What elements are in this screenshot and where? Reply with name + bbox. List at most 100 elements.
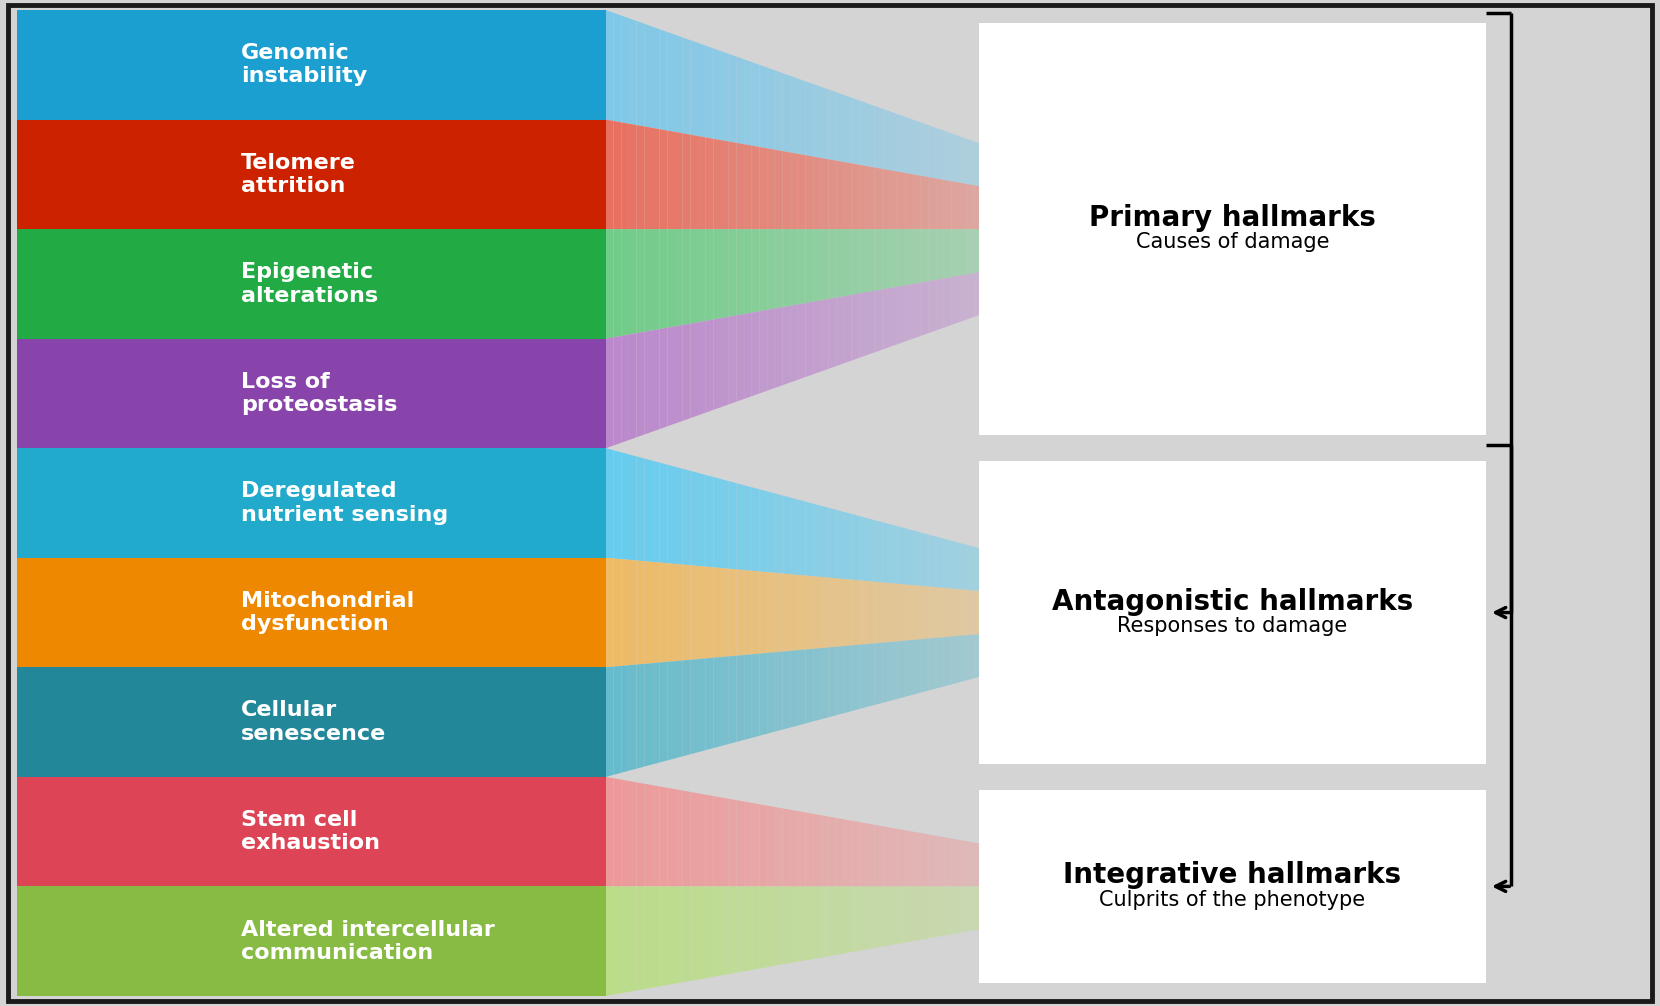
Polygon shape — [1197, 614, 1205, 619]
Polygon shape — [936, 128, 943, 180]
Polygon shape — [1074, 573, 1082, 601]
Polygon shape — [1197, 225, 1205, 229]
Polygon shape — [959, 275, 966, 322]
Polygon shape — [798, 811, 805, 886]
Polygon shape — [1089, 229, 1097, 253]
Polygon shape — [775, 572, 782, 652]
Polygon shape — [706, 886, 714, 978]
Polygon shape — [699, 886, 706, 980]
Polygon shape — [1082, 253, 1089, 279]
Polygon shape — [767, 229, 775, 310]
Polygon shape — [951, 838, 959, 886]
Polygon shape — [644, 784, 652, 886]
Polygon shape — [1028, 561, 1036, 597]
Polygon shape — [860, 580, 867, 645]
Polygon shape — [720, 317, 729, 407]
Polygon shape — [936, 588, 943, 638]
Polygon shape — [883, 288, 890, 350]
Polygon shape — [637, 229, 644, 333]
Polygon shape — [790, 153, 798, 229]
Polygon shape — [682, 134, 691, 229]
Polygon shape — [614, 121, 621, 229]
Polygon shape — [1044, 886, 1051, 917]
Polygon shape — [989, 188, 998, 229]
Polygon shape — [1097, 623, 1106, 646]
Polygon shape — [706, 320, 714, 412]
Polygon shape — [767, 309, 775, 390]
Polygon shape — [1120, 604, 1129, 622]
Polygon shape — [1074, 229, 1082, 256]
Polygon shape — [637, 332, 644, 438]
Polygon shape — [1106, 229, 1112, 249]
Polygon shape — [760, 886, 767, 969]
Polygon shape — [936, 178, 943, 229]
Polygon shape — [1120, 585, 1129, 605]
Polygon shape — [813, 504, 822, 576]
Polygon shape — [667, 32, 676, 132]
Polygon shape — [1004, 267, 1013, 306]
Polygon shape — [644, 561, 652, 664]
Polygon shape — [606, 337, 614, 449]
Polygon shape — [1212, 613, 1220, 615]
Polygon shape — [644, 331, 652, 435]
Polygon shape — [614, 451, 621, 559]
Text: Genomic
instability: Genomic instability — [241, 43, 367, 87]
Polygon shape — [822, 648, 828, 719]
Polygon shape — [744, 802, 752, 886]
Polygon shape — [699, 566, 706, 659]
Polygon shape — [682, 886, 691, 982]
Polygon shape — [1159, 875, 1167, 886]
Polygon shape — [1036, 196, 1044, 229]
Polygon shape — [852, 163, 860, 229]
Polygon shape — [767, 572, 775, 653]
Polygon shape — [890, 583, 898, 642]
Polygon shape — [913, 174, 921, 229]
Polygon shape — [652, 785, 659, 886]
Polygon shape — [1197, 221, 1205, 226]
Polygon shape — [1167, 886, 1174, 896]
Polygon shape — [1159, 229, 1167, 240]
Text: Responses to damage: Responses to damage — [1117, 616, 1348, 636]
Polygon shape — [637, 560, 644, 665]
Polygon shape — [737, 229, 744, 316]
Polygon shape — [1004, 848, 1013, 886]
Polygon shape — [775, 886, 782, 966]
Polygon shape — [943, 538, 951, 589]
Polygon shape — [1150, 607, 1159, 619]
Polygon shape — [805, 81, 813, 157]
Polygon shape — [875, 229, 883, 291]
Polygon shape — [867, 886, 875, 950]
Polygon shape — [890, 229, 898, 288]
Polygon shape — [606, 120, 614, 229]
Polygon shape — [798, 78, 805, 155]
Polygon shape — [951, 886, 959, 935]
Polygon shape — [1028, 886, 1036, 920]
Polygon shape — [682, 660, 691, 757]
Polygon shape — [637, 457, 644, 561]
Polygon shape — [1044, 229, 1051, 261]
Polygon shape — [1144, 592, 1150, 607]
Polygon shape — [720, 479, 729, 568]
Polygon shape — [867, 644, 875, 707]
Polygon shape — [1129, 620, 1135, 637]
Polygon shape — [959, 590, 966, 636]
Polygon shape — [720, 140, 729, 229]
Polygon shape — [867, 581, 875, 644]
Polygon shape — [1135, 242, 1144, 260]
Polygon shape — [837, 646, 843, 715]
Polygon shape — [1212, 611, 1220, 613]
Polygon shape — [959, 635, 966, 682]
Polygon shape — [905, 830, 913, 886]
Polygon shape — [744, 313, 752, 399]
Polygon shape — [798, 229, 805, 305]
Polygon shape — [614, 886, 621, 995]
Polygon shape — [852, 579, 860, 646]
Polygon shape — [843, 512, 852, 579]
Polygon shape — [1197, 229, 1205, 233]
Polygon shape — [843, 229, 852, 296]
Polygon shape — [1205, 886, 1212, 889]
Polygon shape — [798, 650, 805, 725]
Polygon shape — [852, 98, 860, 165]
Polygon shape — [1212, 886, 1220, 887]
Polygon shape — [729, 229, 737, 317]
